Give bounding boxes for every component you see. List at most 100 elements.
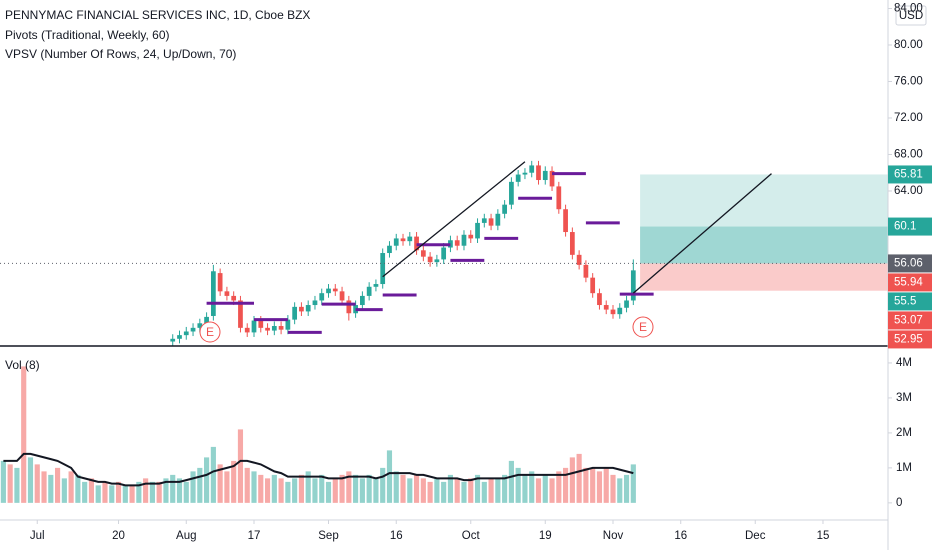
candle-body xyxy=(197,323,203,328)
volume-bar xyxy=(366,474,372,503)
x-tick-label: 20 xyxy=(112,530,125,542)
volume-bar xyxy=(68,471,74,503)
trendline xyxy=(382,161,526,278)
candle-body xyxy=(244,327,250,333)
candle-body xyxy=(278,326,284,330)
volume-bar xyxy=(427,481,433,503)
candle-body xyxy=(617,307,623,315)
volume-bar xyxy=(115,481,122,503)
candle-body xyxy=(427,256,433,263)
candle-body xyxy=(305,305,311,312)
volume-bar xyxy=(380,467,386,503)
candle-body xyxy=(387,245,392,254)
volume-bar xyxy=(237,429,244,503)
candle-body xyxy=(332,288,338,292)
price-label: 55.5 xyxy=(894,295,916,307)
volume-bar xyxy=(170,474,176,503)
candle-body xyxy=(339,291,345,301)
earnings-letter: E xyxy=(206,325,214,339)
volume-bar xyxy=(14,467,20,503)
position-zone xyxy=(640,174,888,264)
volume-bar xyxy=(325,481,332,503)
candle-body xyxy=(170,338,176,342)
chart-title: PENNYMAC FINANCIAL SERVICES INC, 1D, Cbo… xyxy=(5,8,310,22)
candle-body xyxy=(353,305,358,314)
candle-body xyxy=(393,238,399,246)
candle-body xyxy=(231,295,237,301)
currency: USD xyxy=(899,10,923,22)
x-tick-label: Oct xyxy=(462,530,481,542)
candle-body xyxy=(183,331,189,336)
volume-bar xyxy=(251,471,257,503)
candle-body xyxy=(441,247,447,260)
volume-bar xyxy=(305,471,311,503)
x-tick-label: 19 xyxy=(539,530,552,542)
volume-bar xyxy=(197,467,203,503)
candle-body xyxy=(529,165,535,173)
volume-bar xyxy=(529,471,535,503)
volume-bar xyxy=(285,481,291,503)
volume-bar xyxy=(204,457,210,503)
candle-body xyxy=(610,309,616,315)
candle-body xyxy=(271,326,277,331)
candle-body xyxy=(177,335,182,339)
earnings-marker[interactable] xyxy=(632,316,654,338)
price-label-box xyxy=(888,165,932,184)
candle-body xyxy=(515,174,521,182)
y-tick-label: 84.00 xyxy=(894,3,923,15)
volume-bar xyxy=(183,481,189,503)
candle-body xyxy=(312,300,318,306)
volume-bar xyxy=(61,478,67,503)
volume-bar xyxy=(34,464,40,503)
volume-bar xyxy=(413,474,420,503)
price-label: 55.94 xyxy=(894,276,923,288)
volume-bar xyxy=(549,478,555,503)
candle-body xyxy=(434,259,440,263)
candle-body xyxy=(224,291,230,296)
price-label-box xyxy=(888,273,932,292)
volume-bar xyxy=(515,467,521,503)
x-tick-label: Aug xyxy=(176,530,196,542)
volume-ma-line xyxy=(3,452,634,487)
price-label: 60.1 xyxy=(894,221,916,233)
volume-bar xyxy=(48,474,54,503)
earnings-marker[interactable] xyxy=(199,321,221,343)
volume-bar xyxy=(210,446,216,503)
trendline xyxy=(632,173,772,294)
candle-body xyxy=(495,213,501,226)
price-label: 52.95 xyxy=(894,333,923,345)
candle-body xyxy=(624,300,629,308)
candle-body xyxy=(265,327,270,331)
y-tick-label: 0 xyxy=(896,497,902,509)
volume-bar xyxy=(75,474,81,503)
volume-bar xyxy=(319,474,325,503)
volume-bar xyxy=(373,478,379,503)
y-tick-label: 76.00 xyxy=(894,76,923,88)
candle-body xyxy=(536,165,541,181)
y-tick-label: 64.00 xyxy=(894,185,923,197)
volume-bar xyxy=(590,467,596,503)
volume-bar xyxy=(244,467,250,503)
candle-body xyxy=(488,218,494,226)
candle-body xyxy=(380,253,386,285)
x-tick-label: 17 xyxy=(248,530,261,542)
volume-bar xyxy=(630,464,636,503)
volume-bar xyxy=(461,481,467,503)
y-tick-label: 1M xyxy=(896,462,912,474)
volume-bar xyxy=(481,481,487,503)
volume-bar xyxy=(163,478,169,503)
candle-body xyxy=(217,273,223,292)
candle-body xyxy=(481,218,487,223)
volume-bar xyxy=(258,474,264,503)
candle-body xyxy=(569,232,575,255)
currency-box[interactable] xyxy=(895,5,927,26)
candle-body xyxy=(454,240,460,246)
volume-bar xyxy=(217,464,223,503)
y-tick-label: 72.00 xyxy=(894,112,923,124)
candle-body xyxy=(576,254,582,265)
price-label-box xyxy=(888,217,932,236)
volume-bar xyxy=(332,478,338,503)
volume-bar xyxy=(27,457,34,503)
volume-bar xyxy=(109,485,115,503)
